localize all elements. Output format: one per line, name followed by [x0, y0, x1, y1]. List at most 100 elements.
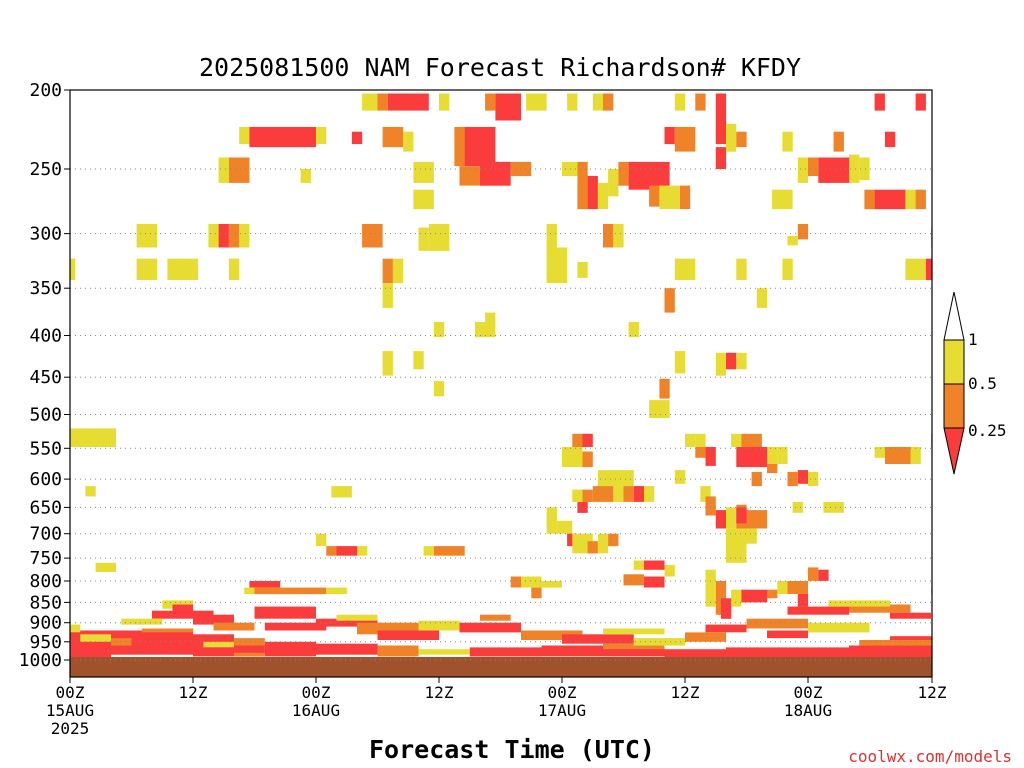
heatmap-cell — [577, 496, 588, 513]
heatmap-cell — [577, 161, 588, 210]
heatmap-cell — [720, 598, 732, 619]
heatmap-band — [336, 614, 378, 621]
heatmap-band — [234, 645, 265, 653]
heatmap-cell — [818, 157, 850, 183]
heatmap-cell — [136, 258, 158, 280]
heatmap-cell — [582, 489, 593, 502]
y-tick-label: 850 — [29, 592, 62, 613]
heatmap-cell — [70, 428, 117, 447]
heatmap-cell — [464, 127, 496, 167]
heatmap-cell — [674, 127, 696, 152]
y-tick-label: 200 — [29, 80, 62, 101]
heatmap-cell — [618, 161, 629, 186]
heatmap-cell — [715, 352, 727, 376]
heatmap-cell — [674, 258, 696, 280]
heatmap-cell — [674, 470, 686, 484]
heatmap-cell — [715, 147, 727, 169]
heatmap-band — [808, 622, 870, 633]
heatmap-cell — [664, 565, 675, 577]
heatmap-cell — [874, 189, 906, 210]
heatmap-cell — [823, 501, 834, 513]
heatmap-band — [480, 614, 511, 621]
heatmap-band — [705, 624, 747, 633]
heatmap-cell — [731, 433, 742, 447]
x-tick-label: 00Z — [548, 683, 577, 702]
y-tick-label: 500 — [29, 405, 62, 426]
heatmap-cell — [695, 433, 706, 447]
heatmap-cell — [797, 224, 809, 240]
heatmap-band — [562, 634, 634, 644]
x-tick-date-label: 18AUG — [784, 701, 832, 720]
heatmap-cell — [623, 574, 644, 586]
heatmap-cell — [787, 581, 808, 594]
heatmap-band — [767, 630, 808, 639]
heatmap-cell — [608, 169, 619, 197]
heatmap-cell — [239, 224, 250, 248]
heatmap-band — [849, 604, 911, 613]
x-axis-label: Forecast Time (UTC) — [369, 735, 655, 764]
heatmap-cell — [741, 589, 767, 603]
heatmap-cell — [649, 185, 660, 207]
heatmap-band — [603, 649, 665, 657]
heatmap-cell — [572, 489, 583, 502]
heatmap-cell — [597, 533, 609, 554]
heatmap-cell — [797, 470, 809, 484]
y-tick-label: 1000 — [19, 650, 62, 671]
heatmap-cell — [392, 258, 404, 284]
heatmap-cell — [136, 224, 158, 248]
y-axis-ticks: 200 250 300 350 400 450 500 550 600 650 700 7508008… — [19, 80, 70, 671]
heatmap-cell — [874, 447, 885, 458]
heatmap-band — [357, 622, 419, 635]
heatmap-cell — [731, 589, 742, 607]
heatmap-cell — [474, 321, 496, 338]
heatmap-band — [254, 606, 316, 619]
heatmap-cell — [715, 581, 727, 615]
heatmap-cell — [700, 486, 711, 502]
heatmap-cell — [767, 589, 778, 599]
heatmap-band — [787, 606, 849, 615]
heatmap-band — [172, 604, 193, 613]
heatmap-cell — [316, 533, 327, 547]
heatmap-cell — [746, 510, 767, 529]
heatmap-band — [787, 647, 849, 657]
heatmap-cell — [85, 486, 96, 497]
heatmap-cell — [316, 127, 327, 145]
heatmap-cell — [521, 576, 542, 588]
heatmap-cell — [736, 258, 747, 280]
heatmap-cell — [587, 541, 598, 554]
y-tick-label: 550 — [29, 438, 62, 459]
heatmap-cell — [597, 470, 634, 487]
heatmap-cell — [546, 247, 568, 284]
heatmap-cell — [382, 351, 393, 376]
heatmap-cell — [567, 533, 578, 547]
heatmap-cell — [674, 93, 686, 111]
heatmap-cell — [70, 258, 76, 280]
heatmap-cell — [546, 224, 557, 248]
heatmap-cell — [433, 381, 445, 397]
heatmap-band — [685, 632, 726, 642]
heatmap-band — [121, 618, 163, 625]
heatmap-cell — [326, 546, 337, 556]
heatmap-cell — [772, 189, 793, 210]
y-tick-label: 350 — [29, 278, 62, 299]
heatmap-band — [469, 647, 542, 657]
heatmap-cell — [915, 189, 926, 210]
heatmap-cell — [628, 161, 670, 190]
heatmap-cell — [808, 567, 819, 581]
colorbar-orange-segment — [943, 383, 965, 429]
colorbar-label-1: 1 — [968, 330, 978, 349]
heatmap-band — [746, 618, 808, 629]
heatmap-cell — [777, 447, 788, 464]
heatmap-cell — [300, 169, 311, 183]
y-tick-label: 450 — [29, 367, 62, 388]
heatmap-cell — [746, 528, 757, 544]
heatmap-band — [541, 645, 603, 657]
x-tick-year-label: 2025 — [51, 719, 90, 738]
heatmap-cell — [864, 189, 875, 210]
heatmap-band — [603, 628, 665, 635]
heatmap-cell — [377, 93, 388, 111]
heatmap-cell — [705, 447, 716, 466]
heatmap-cell — [382, 258, 393, 284]
heatmap-cell — [218, 224, 229, 248]
y-tick-label: 700 — [29, 524, 62, 545]
